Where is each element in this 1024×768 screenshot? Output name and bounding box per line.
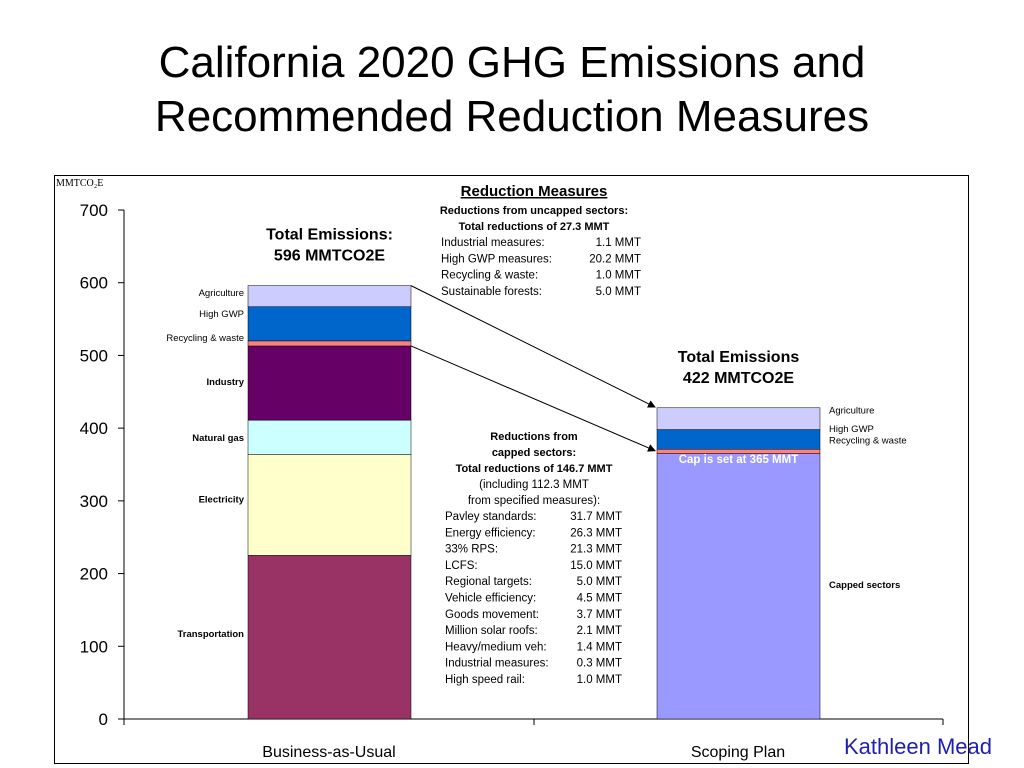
uncapped-total: Total reductions of 27.3 MMT xyxy=(459,221,610,233)
y-tick-label: 100 xyxy=(80,637,108,656)
capped-reduction-arrow xyxy=(410,345,656,452)
uncapped-reduction-arrow xyxy=(410,285,656,408)
uncapped-item-value: 20.2 MMT xyxy=(589,253,641,265)
capped-item-label: Regional targets: xyxy=(445,576,532,588)
bar-segment xyxy=(247,454,412,556)
bar-segment xyxy=(656,453,821,720)
capped-item-label: High speed rail: xyxy=(445,674,525,686)
capped-item-label: Energy efficiency: xyxy=(445,527,536,539)
segment-label: Recycling & waste xyxy=(829,435,907,446)
capped-item-value: 2.1 MMT xyxy=(577,625,622,637)
capped-item-value: 4.5 MMT xyxy=(577,593,622,605)
segment-label: High GWP xyxy=(829,424,874,435)
segment-label: Agriculture xyxy=(829,406,874,417)
segment-label: Electricity xyxy=(199,494,245,505)
capped-item-value: 26.3 MMT xyxy=(570,527,622,539)
capped-item-value: 3.7 MMT xyxy=(577,609,622,621)
capped-item-label: Industrial measures: xyxy=(445,658,549,670)
capped-item-label: Pavley standards: xyxy=(445,511,536,523)
bar-total-value: 422 MMTCO2E xyxy=(683,370,794,387)
capped-heading-line-2: capped sectors: xyxy=(492,447,576,459)
uncapped-item-label: Industrial measures: xyxy=(441,237,545,249)
segment-label: Agriculture xyxy=(199,288,244,299)
capped-item-label: LCFS: xyxy=(445,560,478,572)
y-tick-label: 700 xyxy=(80,201,108,220)
uncapped-item-value: 1.0 MMT xyxy=(596,270,641,282)
uncapped-item-value: 1.1 MMT xyxy=(596,237,641,249)
uncapped-heading: Reduction Measures xyxy=(461,183,608,200)
bar-total-label: Total Emissions: xyxy=(266,227,393,244)
x-category-label: Business-as-Usual xyxy=(262,744,395,761)
capped-item-value: 5.0 MMT xyxy=(577,576,622,588)
y-tick-label: 600 xyxy=(80,274,108,293)
uncapped-item-label: Sustainable forests: xyxy=(441,286,542,298)
slide-title: California 2020 GHG Emissions and Recomm… xyxy=(0,36,1024,144)
capped-item-label: Vehicle efficiency: xyxy=(445,593,536,605)
capped-item-value: 1.4 MMT xyxy=(577,641,622,653)
uncapped-item-label: High GWP measures: xyxy=(441,253,552,265)
bar-segment xyxy=(656,448,821,454)
segment-label: Natural gas xyxy=(192,433,244,444)
unit-label: MMTCO₂E xyxy=(56,178,103,189)
x-category-label: Scoping Plan xyxy=(691,744,785,761)
bar-segment xyxy=(656,429,821,450)
y-tick-label: 400 xyxy=(80,419,108,438)
uncapped-item-value: 5.0 MMT xyxy=(596,286,641,298)
capped-item-label: Goods movement: xyxy=(445,609,539,621)
bar-segment xyxy=(247,285,412,307)
segment-label: Transportation xyxy=(177,629,244,640)
capped-item-value: 1.0 MMT xyxy=(577,674,622,686)
capped-item-value: 21.3 MMT xyxy=(570,544,622,556)
bar-segment xyxy=(656,407,821,430)
segment-label: Recycling & waste xyxy=(166,333,244,344)
y-tick-label: 300 xyxy=(80,492,108,511)
segment-label: Capped sectors xyxy=(829,580,900,591)
y-tick-label: 500 xyxy=(80,346,108,365)
author-name: Kathleen Mead xyxy=(844,734,992,759)
bar-segment xyxy=(247,340,412,347)
uncapped-item-label: Recycling & waste: xyxy=(441,270,538,282)
cap-label: Cap is set at 365 MMT xyxy=(679,454,799,466)
y-tick-label: 0 xyxy=(99,710,108,729)
segment-label: High GWP xyxy=(199,309,244,320)
capped-note-line-2: from specified measures): xyxy=(468,495,600,507)
capped-item-value: 0.3 MMT xyxy=(577,658,622,670)
bar-segment xyxy=(247,345,412,421)
slide-title-line-2: Recommended Reduction Measures xyxy=(154,92,870,141)
capped-note-line-1: (including 112.3 MMT xyxy=(479,479,589,491)
bar-total-label: Total Emissions xyxy=(678,349,800,366)
segment-label: Industry xyxy=(207,377,245,388)
bar-segment xyxy=(247,555,412,720)
chart-frame: MMTCO₂E 0 100 200 300 400 500 600 700 Business-as… xyxy=(54,175,969,764)
capped-heading-line-1: Reductions from xyxy=(490,431,578,443)
capped-item-label: Million solar roofs: xyxy=(445,625,538,637)
bar-total-value: 596 MMTCO2E xyxy=(274,248,385,265)
capped-item-label: 33% RPS: xyxy=(445,544,498,556)
emissions-chart: MMTCO₂E 0 100 200 300 400 500 600 700 Business-as… xyxy=(56,178,944,761)
bar-segment xyxy=(247,306,412,342)
capped-item-label: Heavy/medium veh: xyxy=(445,641,547,653)
capped-item-value: 31.7 MMT xyxy=(570,511,622,523)
y-tick-label: 200 xyxy=(80,565,108,584)
capped-total: Total reductions of 146.7 MMT xyxy=(456,463,613,475)
uncapped-subheading: Reductions from uncapped sectors: xyxy=(440,205,628,217)
bar-segment xyxy=(247,419,412,455)
slide-title-line-1: California 2020 GHG Emissions and xyxy=(158,38,866,87)
capped-item-value: 15.0 MMT xyxy=(570,560,622,572)
